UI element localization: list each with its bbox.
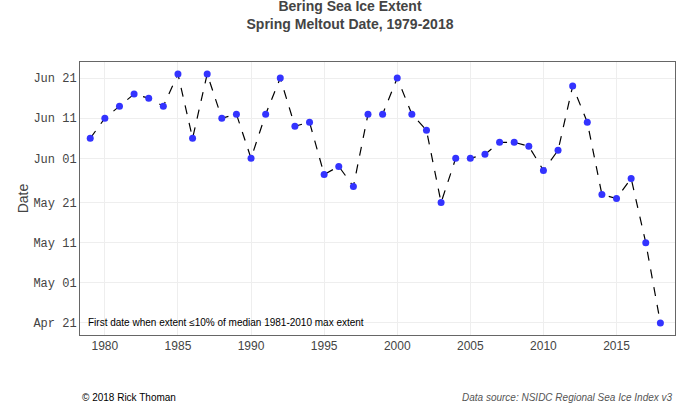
svg-text:May 11: May 11	[33, 237, 76, 251]
svg-text:Jun 21: Jun 21	[33, 72, 76, 86]
svg-text:Bering Sea Ice ExtentSpring Me: Bering Sea Ice ExtentSpring Meltout Date…	[247, 0, 454, 32]
svg-text:May 21: May 21	[33, 197, 76, 211]
svg-text:2010: 2010	[530, 339, 557, 353]
svg-text:Apr 21: Apr 21	[33, 317, 76, 331]
svg-text:Jun 11: Jun 11	[33, 112, 76, 126]
svg-text:© 2018 Rick Thoman: © 2018 Rick Thoman	[82, 392, 176, 403]
svg-text:2005: 2005	[457, 339, 484, 353]
svg-text:1985: 1985	[165, 339, 192, 353]
svg-text:Jun 01: Jun 01	[33, 153, 76, 167]
svg-text:2015: 2015	[603, 339, 630, 353]
svg-text:Date: Date	[15, 184, 31, 214]
svg-text:2000: 2000	[384, 339, 411, 353]
svg-text:May 01: May 01	[33, 277, 76, 291]
svg-text:1980: 1980	[91, 339, 118, 353]
svg-text:1990: 1990	[238, 339, 265, 353]
svg-text:1995: 1995	[311, 339, 338, 353]
svg-text:Data source: NSIDC Regional Se: Data source: NSIDC Regional Sea Ice Inde…	[462, 392, 673, 403]
svg-text:First date when extent ≤10% of: First date when extent ≤10% of median 19…	[88, 317, 364, 328]
